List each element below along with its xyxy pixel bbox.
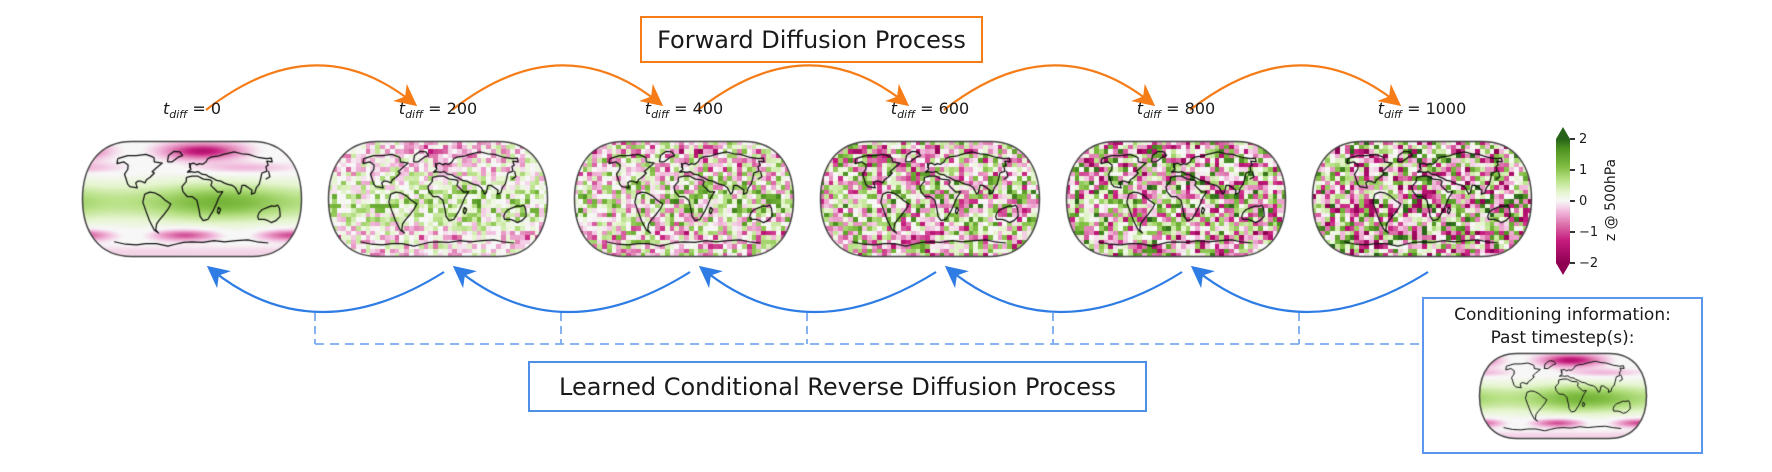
colorbar-tick-label: −1 [1579,225,1599,240]
conditioning-subtitle: Past timestep(s): [1490,328,1635,348]
reverse-arrow-4 [944,265,1183,314]
conditioning-title: Conditioning information: [1454,305,1671,325]
globe-timestep-1000: tdiff = 1000 [1311,98,1533,258]
colorbar-tick-mark [1570,200,1575,202]
globe-timestep-600: tdiff = 600 [819,98,1041,258]
conditioning-box: Conditioning information: Past timestep(… [1422,297,1703,454]
colorbar-tick-label: 0 [1579,194,1588,209]
colorbar-tick-label: 1 [1579,163,1588,178]
colorbar-tick-label: −2 [1579,256,1599,271]
reverse-arrow-3 [698,265,937,314]
reverse-diffusion-arrows [206,265,1429,314]
globe-timestep-800: tdiff = 800 [1065,98,1287,258]
reverse-arrow-2 [452,265,691,314]
colorbar-tick-mark [1570,262,1575,264]
colorbar-over-arrow [1556,127,1570,139]
timestep-label: tdiff = 0 [162,99,222,122]
globe-timestep-200: tdiff = 200 [327,98,549,258]
conditioning-dashed-connectors [314,313,1421,345]
conditioning-globe-map [1477,352,1648,440]
globe-map [327,140,549,258]
timestep-label: tdiff = 600 [890,99,970,122]
timestep-label: tdiff = 1000 [1377,99,1467,122]
reverse-arrow-1 [206,265,445,314]
globe-map [819,140,1041,258]
globe-map [573,140,795,258]
colorbar-tick-mark [1570,138,1575,140]
globe-timestep-400: tdiff = 400 [573,98,795,258]
globe-timestep-0: tdiff = 0 [81,98,303,258]
colorbar-under-arrow [1556,263,1570,275]
timestep-label: tdiff = 200 [398,99,478,122]
colorbar-gradient [1556,139,1570,263]
globe-map [81,140,303,258]
colorbar-tick-label: 2 [1579,132,1588,147]
colorbar-tick-mark [1570,169,1575,171]
globe-map [1311,140,1533,258]
globe-map [1065,140,1287,258]
timestep-label: tdiff = 400 [644,99,724,122]
colorbar-axis-label: z @ 500hPa [1603,158,1619,242]
reverse-process-label: Learned Conditional Reverse Diffusion Pr… [528,361,1147,412]
forward-process-label: Forward Diffusion Process [640,16,983,63]
reverse-arrow-5 [1190,265,1429,314]
colorbar-tick-mark [1570,231,1575,233]
timestep-label: tdiff = 800 [1136,99,1216,122]
